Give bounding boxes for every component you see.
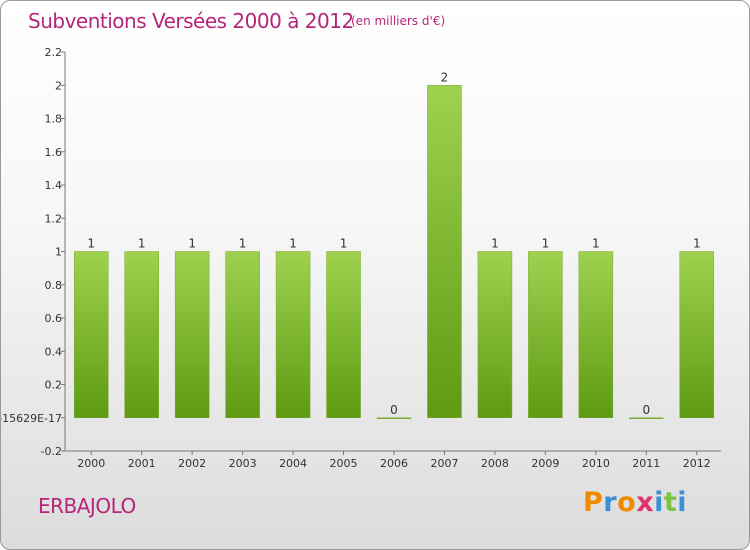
logo-letter: x <box>636 487 655 518</box>
bar-2002 <box>174 251 210 418</box>
data-label-2012: 1 <box>693 237 701 251</box>
logo-letter: P <box>583 487 604 518</box>
y-tick-label: 0.8 <box>45 279 63 292</box>
y-tick-label: 1.2 <box>45 212 63 225</box>
data-label-2004: 1 <box>289 237 297 251</box>
bar-2008 <box>477 251 513 418</box>
x-tick-label: 2009 <box>531 457 559 470</box>
data-label-2009: 1 <box>542 237 550 251</box>
x-tick-label: 2000 <box>77 457 105 470</box>
bar-2004 <box>275 251 311 418</box>
data-label-2011: 0 <box>642 403 650 417</box>
commune-name: ERBAJOLO <box>38 494 136 518</box>
x-tick-label: 2012 <box>683 457 711 470</box>
bar-2012 <box>679 251 715 418</box>
data-label-2000: 1 <box>87 237 95 251</box>
bar-2000 <box>73 251 109 418</box>
y-tick-label: 0.6 <box>45 312 63 325</box>
x-tick-label: 2004 <box>279 457 307 470</box>
y-tick-label: 0.2 <box>45 379 63 392</box>
bar-2010 <box>578 251 614 418</box>
unit-note: (en milliers d'€) <box>351 14 446 28</box>
y-tick-label: 0.4 <box>45 345 63 358</box>
y-tick-label: 1 <box>55 246 62 259</box>
data-label-2010: 1 <box>592 237 600 251</box>
data-label-2008: 1 <box>491 237 499 251</box>
y-tick-label: 1.8 <box>45 113 63 126</box>
bar-2003 <box>225 251 260 418</box>
y-tick-label: 2.2 <box>45 46 63 59</box>
x-tick-label: 2001 <box>128 457 156 470</box>
x-tick-label: 2010 <box>582 457 610 470</box>
data-label-2006: 0 <box>390 403 398 417</box>
data-label-2005: 1 <box>340 237 348 251</box>
y-tick-label: -0.2 <box>41 445 62 458</box>
logo-letter: r <box>603 487 618 518</box>
y-tick-label: 1.6 <box>45 146 63 159</box>
proxiti-logo[interactable]: Proxiti <box>583 487 687 518</box>
x-tick-label: 2008 <box>481 457 509 470</box>
data-label-2002: 1 <box>188 237 196 251</box>
bar-2007 <box>427 85 462 418</box>
bar-2009 <box>528 251 563 418</box>
bar-2006 <box>376 417 412 419</box>
x-tick-label: 2003 <box>229 457 257 470</box>
x-tick-label: 2011 <box>632 457 660 470</box>
bar-2011 <box>629 417 664 419</box>
bar-2001 <box>124 251 159 418</box>
x-tick-label: 2005 <box>330 457 358 470</box>
x-tick-label: 2007 <box>430 457 458 470</box>
data-label-2007: 2 <box>441 70 449 84</box>
logo-letter: i <box>677 487 688 518</box>
data-label-2003: 1 <box>239 237 247 251</box>
x-tick-label: 2002 <box>178 457 206 470</box>
chart-title: Subventions Versées 2000 à 2012 <box>28 9 354 33</box>
data-label-2001: 1 <box>138 237 146 251</box>
logo-letter: t <box>663 487 678 518</box>
x-tick-label: 2006 <box>380 457 408 470</box>
y-tick-label: 2 <box>55 79 62 92</box>
logo-letter: o <box>617 487 637 518</box>
y-tick-label: -15629E-17 <box>1 412 62 425</box>
logo-letter: i <box>654 487 664 518</box>
bar-2005 <box>326 251 361 418</box>
y-tick-label: 1.4 <box>45 179 63 192</box>
